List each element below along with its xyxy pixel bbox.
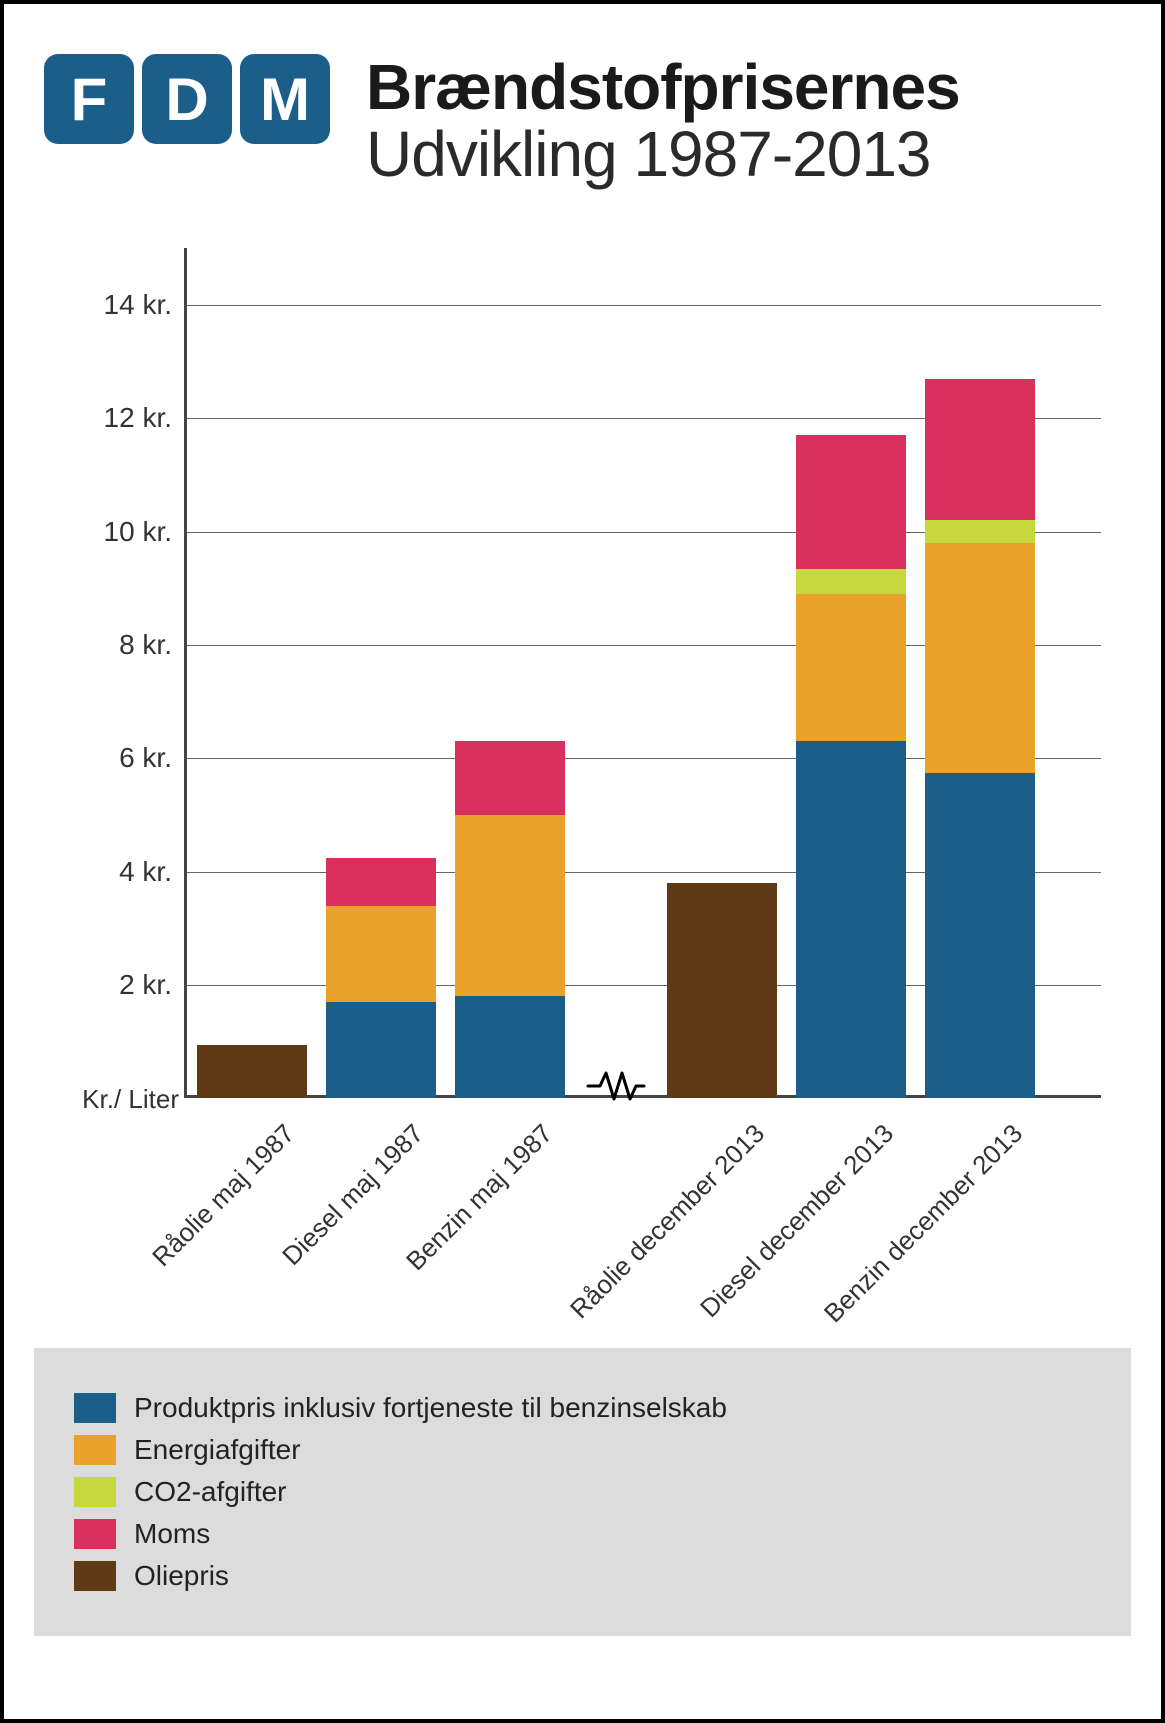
title-block: Brændstofprisernes Udvikling 1987-2013	[366, 54, 1121, 188]
bar-segment-produktpris	[326, 1002, 436, 1098]
y-tick-label: 8 kr.	[64, 629, 172, 661]
y-tick-label: 10 kr.	[64, 516, 172, 548]
legend-label: Produktpris inklusiv fortjeneste til ben…	[134, 1392, 727, 1424]
bars-container	[187, 248, 1101, 1098]
legend-item: CO2-afgifter	[74, 1476, 1091, 1508]
legend-swatch	[74, 1393, 116, 1423]
y-tick-label: 6 kr.	[64, 742, 172, 774]
bar-segment-energiafgifter	[455, 815, 565, 996]
bar-segment-oliepris	[667, 883, 777, 1098]
bar-segment-produktpris	[796, 741, 906, 1098]
legend-swatch	[74, 1561, 116, 1591]
fdm-logo: F D M	[44, 54, 330, 144]
legend-label: CO2-afgifter	[134, 1476, 287, 1508]
y-tick-label: 4 kr.	[64, 856, 172, 888]
legend-label: Moms	[134, 1518, 210, 1550]
bar	[326, 858, 436, 1099]
legend-swatch	[74, 1435, 116, 1465]
bar-segment-energiafgifter	[925, 543, 1035, 773]
bar-segment-moms	[326, 858, 436, 906]
bar-segment-moms	[796, 435, 906, 568]
legend-swatch	[74, 1519, 116, 1549]
legend-swatch	[74, 1477, 116, 1507]
bar	[197, 1045, 307, 1099]
legend-item: Oliepris	[74, 1560, 1091, 1592]
legend-item: Energiafgifter	[74, 1434, 1091, 1466]
bar	[925, 379, 1035, 1099]
logo-tile-d: D	[142, 54, 232, 144]
infographic-frame: F D M Brændstofprisernes Udvikling 1987-…	[0, 0, 1165, 1723]
bar-segment-produktpris	[455, 996, 565, 1098]
bar-segment-produktpris	[925, 773, 1035, 1099]
bar	[667, 883, 777, 1098]
bar	[455, 741, 565, 1098]
title-line-2: Udvikling 1987-2013	[366, 121, 1121, 188]
bar-segment-moms	[925, 379, 1035, 521]
bar-segment-co2afgifter	[796, 569, 906, 595]
bar	[796, 435, 906, 1098]
y-tick-label: 2 kr.	[64, 969, 172, 1001]
legend-label: Oliepris	[134, 1560, 229, 1592]
y-tick-label: 14 kr.	[64, 289, 172, 321]
y-axis-unit-label: Kr./ Liter	[64, 1084, 179, 1115]
logo-tile-m: M	[240, 54, 330, 144]
bar-segment-co2afgifter	[925, 520, 1035, 543]
y-tick-label: 12 kr.	[64, 402, 172, 434]
logo-tile-f: F	[44, 54, 134, 144]
bar-segment-moms	[455, 741, 565, 815]
title-line-1: Brændstofprisernes	[366, 54, 1121, 121]
bar-segment-energiafgifter	[326, 906, 436, 1002]
header: F D M Brændstofprisernes Udvikling 1987-…	[44, 54, 1121, 188]
legend-label: Energiafgifter	[134, 1434, 301, 1466]
axis-break-icon	[586, 1066, 646, 1113]
bar-segment-energiafgifter	[796, 594, 906, 741]
bar-segment-oliepris	[197, 1045, 307, 1099]
chart-area: 2 kr. 4 kr. 6 kr. 8 kr. 10 kr. 12 kr. 14 kr. K…	[64, 248, 1101, 1308]
legend-item: Moms	[74, 1518, 1091, 1550]
